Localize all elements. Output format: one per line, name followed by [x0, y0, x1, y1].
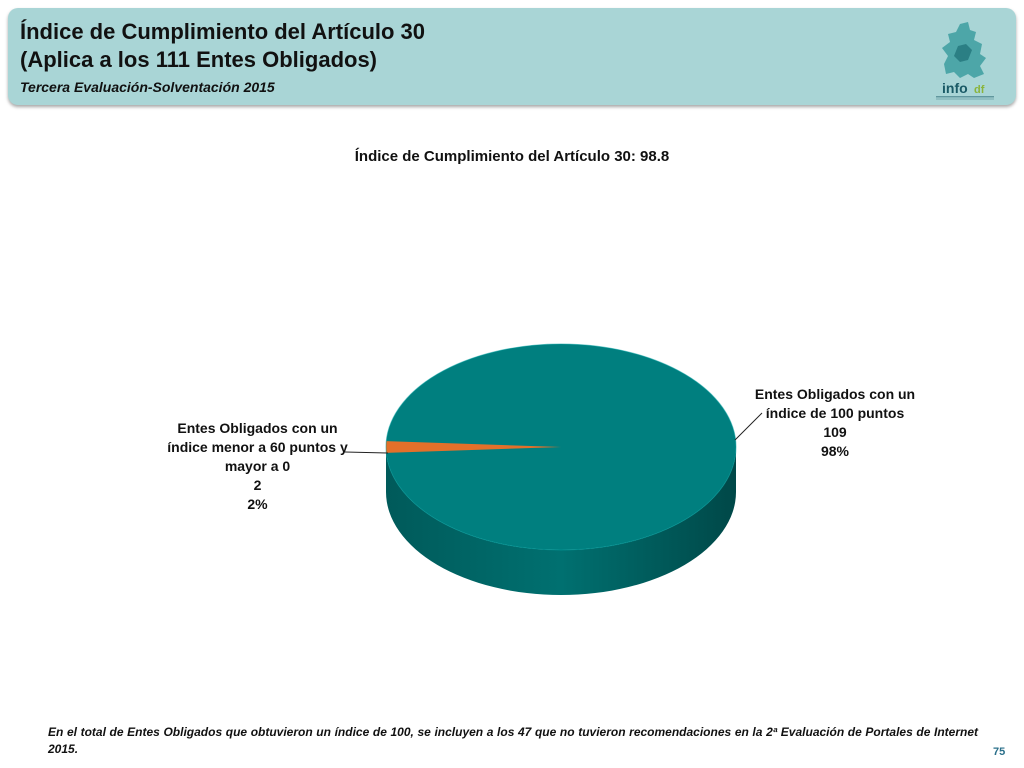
data-label-60: Entes Obligados con un índice menor a 60…	[160, 419, 355, 514]
data-label-60-line2: índice menor a 60 puntos y	[167, 439, 348, 455]
data-label-60-value: 2	[253, 477, 262, 493]
infodf-logo: info df	[936, 22, 994, 100]
page-number: 75	[993, 746, 1006, 758]
leader-line-60	[344, 451, 389, 454]
leader-line-100	[734, 412, 763, 441]
svg-text:info: info	[942, 80, 968, 96]
pie-side-wall	[386, 447, 736, 595]
header-banner: Índice de Cumplimiento del Artículo 30 (…	[8, 8, 1016, 105]
pie-slice-60	[386, 441, 561, 453]
data-label-100: Entes Obligados con un índice de 100 pun…	[740, 385, 930, 461]
footnote: En el total de Entes Obligados que obtuv…	[48, 725, 978, 756]
chart-title: Índice de Cumplimiento del Artículo 30: …	[354, 148, 670, 165]
data-label-60-line1: Entes Obligados con un	[177, 420, 338, 436]
slide-title-line2: (Aplica a los 111 Entes Obligados)	[20, 47, 378, 72]
data-label-100-percent: 98%	[820, 443, 850, 459]
data-label-100-line1: Entes Obligados con un	[754, 386, 916, 402]
svg-text:df: df	[974, 84, 985, 96]
data-label-60-line3: mayor a 0	[224, 458, 291, 474]
slide-title-line1: Índice de Cumplimiento del Artículo 30	[20, 19, 426, 44]
pie-top-rim	[385, 343, 737, 551]
slide-title: Índice de Cumplimiento del Artículo 30 (…	[20, 18, 425, 74]
data-label-100-line2: índice de 100 puntos	[765, 405, 905, 421]
data-label-100-value: 109	[823, 424, 847, 440]
slide-subtitle: Tercera Evaluación-Solventación 2015	[20, 79, 275, 95]
data-label-60-percent: 2%	[247, 496, 268, 512]
